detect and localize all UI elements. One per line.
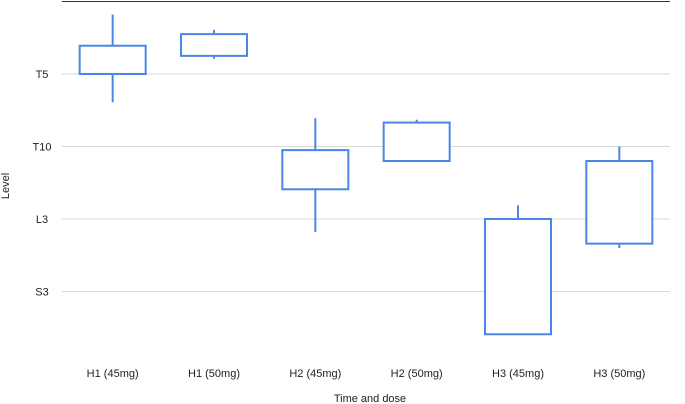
box-6 (585, 146, 654, 248)
x-tick-label: H2 (50mg) (391, 368, 443, 380)
boxes (78, 14, 654, 336)
box-body (281, 149, 350, 191)
y-tick-label: T10 (33, 142, 52, 154)
box-body (180, 33, 248, 57)
box-4 (382, 119, 451, 162)
box-2 (180, 29, 248, 59)
y-tick-label: S3 (35, 287, 48, 299)
y-tick-label: L3 (36, 214, 48, 226)
x-axis-title: Time and dose (334, 393, 406, 404)
x-tick-label: H3 (50mg) (593, 368, 645, 380)
x-tick-label: H1 (50mg) (188, 368, 240, 380)
box-body (484, 218, 552, 336)
box-body (382, 121, 451, 162)
x-tick-label: H3 (45mg) (492, 368, 544, 380)
y-tick-labels: T5 T10 L3 S3 (33, 69, 52, 299)
box-5 (484, 205, 552, 336)
x-tick-label: H2 (45mg) (289, 368, 341, 380)
x-tick-labels: H1 (45mg) H1 (50mg) H2 (45mg) H2 (50mg) H3 (… (87, 368, 646, 380)
box-body (585, 160, 654, 245)
gridlines (62, 73, 670, 292)
box-3 (281, 118, 350, 233)
box-body (78, 44, 147, 75)
y-axis-title: Level (0, 173, 12, 199)
x-tick-label: H1 (45mg) (87, 368, 139, 380)
y-tick-label: T5 (36, 69, 49, 81)
box-1 (78, 14, 147, 103)
